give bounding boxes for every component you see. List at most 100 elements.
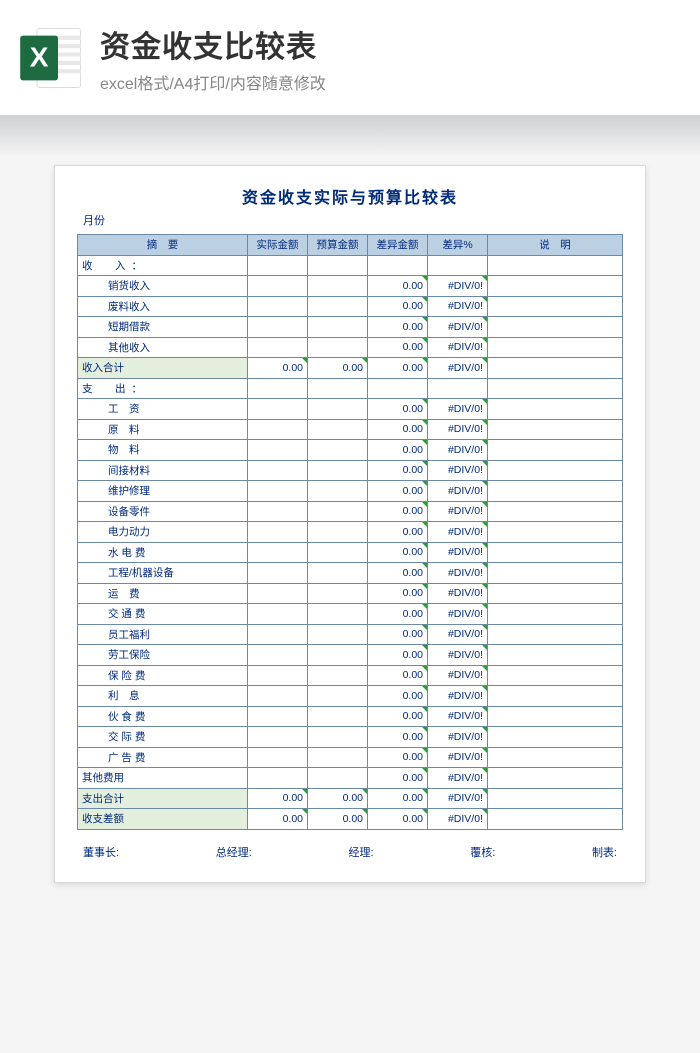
cell[interactable] [308, 460, 368, 481]
cell[interactable]: 0.00 [368, 583, 428, 604]
cell[interactable] [248, 727, 308, 748]
cell[interactable]: #DIV/0! [428, 296, 488, 317]
cell[interactable]: 0.00 [368, 686, 428, 707]
cell[interactable]: 0.00 [368, 399, 428, 420]
cell[interactable]: 收入合计 [78, 358, 248, 379]
cell[interactable]: 0.00 [248, 358, 308, 379]
cell[interactable]: 利 息 [78, 686, 248, 707]
cell[interactable] [488, 727, 623, 748]
cell[interactable] [248, 501, 308, 522]
cell[interactable] [308, 337, 368, 358]
cell[interactable]: 0.00 [368, 419, 428, 440]
cell[interactable] [248, 378, 308, 399]
cell[interactable]: 维护修理 [78, 481, 248, 502]
cell[interactable] [248, 440, 308, 461]
cell[interactable]: 0.00 [368, 645, 428, 666]
cell[interactable]: #DIV/0! [428, 624, 488, 645]
cell[interactable] [248, 604, 308, 625]
cell[interactable]: #DIV/0! [428, 317, 488, 338]
cell[interactable]: 0.00 [368, 747, 428, 768]
cell[interactable]: #DIV/0! [428, 358, 488, 379]
cell[interactable]: 原 料 [78, 419, 248, 440]
cell[interactable]: 员工福利 [78, 624, 248, 645]
cell[interactable]: 0.00 [368, 276, 428, 297]
cell[interactable] [308, 276, 368, 297]
cell[interactable]: #DIV/0! [428, 440, 488, 461]
cell[interactable]: 支出合计 [78, 788, 248, 809]
cell[interactable] [488, 276, 623, 297]
cell[interactable]: 0.00 [308, 809, 368, 830]
cell[interactable]: 0.00 [368, 788, 428, 809]
cell[interactable] [488, 665, 623, 686]
cell[interactable]: 收支差额 [78, 809, 248, 830]
cell[interactable] [488, 317, 623, 338]
cell[interactable] [488, 542, 623, 563]
cell[interactable]: #DIV/0! [428, 419, 488, 440]
cell[interactable]: 伙 食 费 [78, 706, 248, 727]
cell[interactable] [308, 399, 368, 420]
cell[interactable]: 短期借款 [78, 317, 248, 338]
cell[interactable] [248, 645, 308, 666]
cell[interactable]: 0.00 [368, 542, 428, 563]
cell[interactable]: #DIV/0! [428, 337, 488, 358]
cell[interactable] [428, 255, 488, 276]
cell[interactable]: 劳工保险 [78, 645, 248, 666]
cell[interactable] [308, 645, 368, 666]
cell[interactable] [308, 727, 368, 748]
cell[interactable] [248, 419, 308, 440]
cell[interactable]: #DIV/0! [428, 604, 488, 625]
cell[interactable]: 水 电 费 [78, 542, 248, 563]
cell[interactable] [488, 501, 623, 522]
cell[interactable] [488, 419, 623, 440]
cell[interactable]: #DIV/0! [428, 276, 488, 297]
cell[interactable]: 运 费 [78, 583, 248, 604]
cell[interactable]: 其他收入 [78, 337, 248, 358]
cell[interactable] [488, 563, 623, 584]
cell[interactable] [248, 583, 308, 604]
cell[interactable] [488, 747, 623, 768]
cell[interactable]: #DIV/0! [428, 706, 488, 727]
cell[interactable] [248, 296, 308, 317]
cell[interactable]: 0.00 [368, 624, 428, 645]
cell[interactable] [428, 378, 488, 399]
cell[interactable] [308, 624, 368, 645]
cell[interactable] [308, 255, 368, 276]
cell[interactable]: #DIV/0! [428, 399, 488, 420]
cell[interactable] [488, 481, 623, 502]
cell[interactable]: 0.00 [308, 358, 368, 379]
cell[interactable] [248, 317, 308, 338]
cell[interactable] [488, 624, 623, 645]
cell[interactable] [488, 604, 623, 625]
cell[interactable]: #DIV/0! [428, 645, 488, 666]
cell[interactable] [308, 665, 368, 686]
cell[interactable] [488, 460, 623, 481]
cell[interactable]: 其他费用 [78, 768, 248, 789]
cell[interactable]: #DIV/0! [428, 768, 488, 789]
cell[interactable] [488, 645, 623, 666]
cell[interactable] [368, 378, 428, 399]
cell[interactable] [248, 542, 308, 563]
cell[interactable] [368, 255, 428, 276]
cell[interactable] [308, 706, 368, 727]
cell[interactable]: #DIV/0! [428, 460, 488, 481]
cell[interactable]: 电力动力 [78, 522, 248, 543]
cell[interactable]: #DIV/0! [428, 563, 488, 584]
cell[interactable]: 广 告 费 [78, 747, 248, 768]
cell[interactable]: 0.00 [368, 460, 428, 481]
cell[interactable]: #DIV/0! [428, 481, 488, 502]
cell[interactable]: 0.00 [368, 501, 428, 522]
cell[interactable] [308, 378, 368, 399]
cell[interactable]: 支 出： [78, 378, 248, 399]
cell[interactable]: 0.00 [248, 788, 308, 809]
cell[interactable]: 0.00 [368, 768, 428, 789]
cell[interactable]: 0.00 [368, 563, 428, 584]
cell[interactable] [308, 419, 368, 440]
cell[interactable] [248, 768, 308, 789]
cell[interactable] [488, 399, 623, 420]
cell[interactable] [488, 583, 623, 604]
cell[interactable] [488, 706, 623, 727]
cell[interactable]: 0.00 [368, 481, 428, 502]
cell[interactable] [248, 255, 308, 276]
cell[interactable]: 收 入： [78, 255, 248, 276]
cell[interactable]: #DIV/0! [428, 542, 488, 563]
